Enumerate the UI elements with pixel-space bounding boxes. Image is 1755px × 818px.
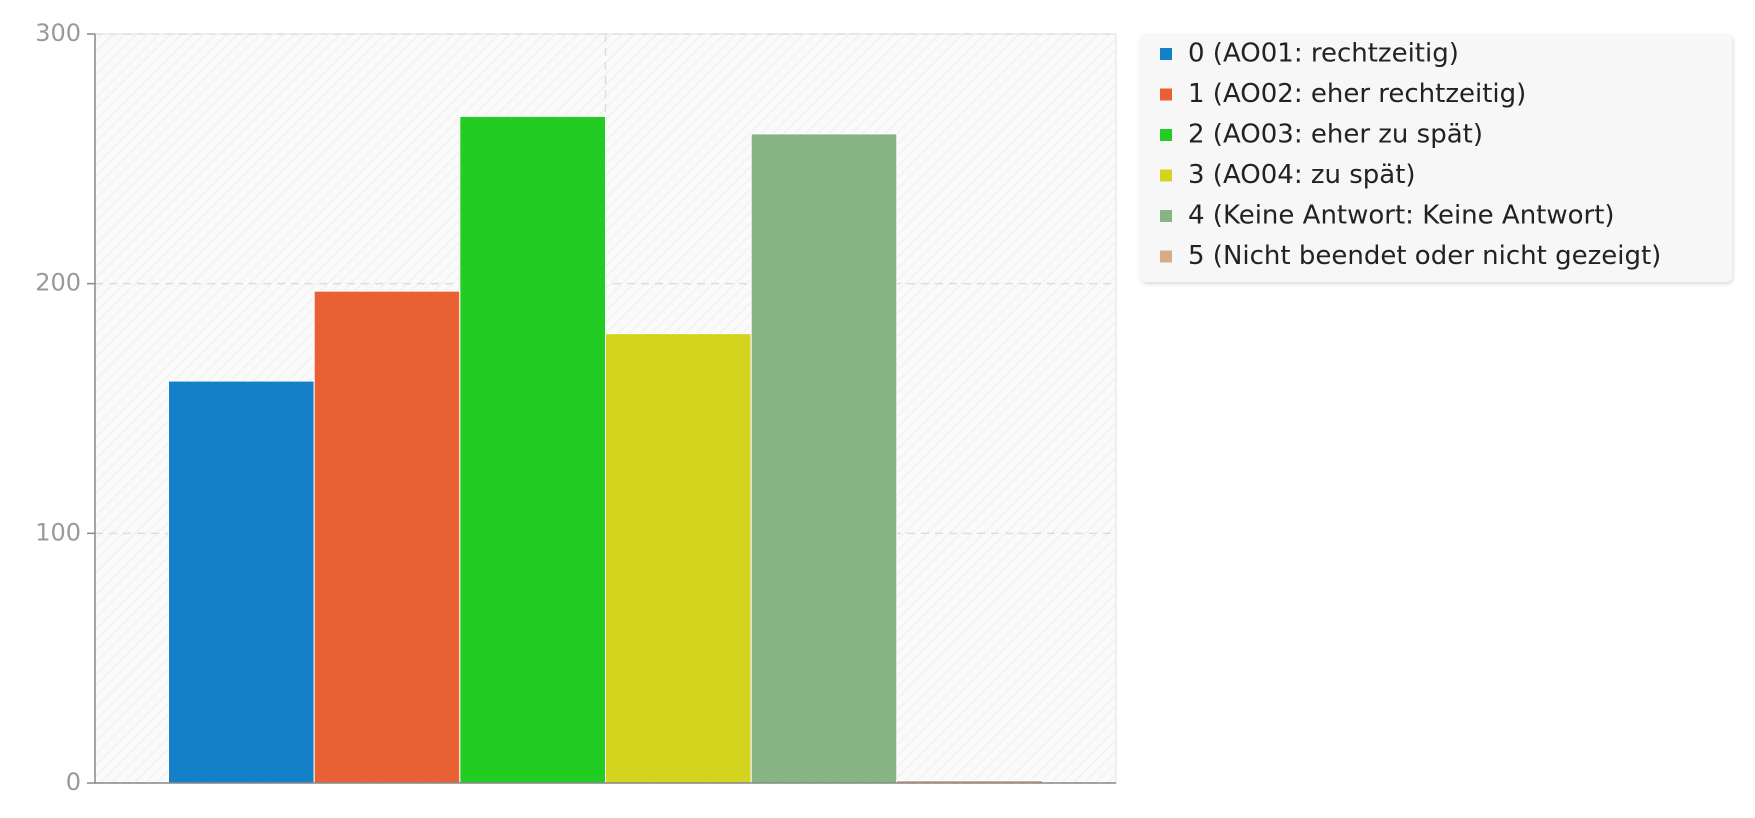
- legend-label: 4 (Keine Antwort: Keine Antwort): [1188, 201, 1615, 231]
- bar: [750, 133, 898, 784]
- legend-marker: [1160, 129, 1172, 141]
- bar: [605, 333, 752, 784]
- legend-marker: [1160, 250, 1172, 263]
- y-tick-label: 300: [35, 19, 81, 47]
- bar: [168, 380, 315, 784]
- bar: [313, 290, 461, 784]
- y-tick-label: 200: [35, 269, 81, 297]
- bar: [459, 115, 607, 784]
- legend-marker: [1160, 48, 1172, 60]
- legend-label: 2 (AO03: eher zu spät): [1188, 120, 1483, 150]
- y-tick-label: 0: [66, 768, 81, 796]
- legend-label: 5 (Nicht beendet oder nicht gezeigt): [1188, 241, 1661, 271]
- legend-marker: [1160, 210, 1172, 222]
- legend-marker: [1160, 169, 1172, 182]
- legend-label: 1 (AO02: eher rechtzeitig): [1188, 79, 1526, 109]
- legend-label: 0 (AO01: rechtzeitig): [1188, 39, 1459, 69]
- legend-label: 3 (AO04: zu spät): [1188, 160, 1416, 190]
- legend-marker: [1160, 88, 1172, 101]
- legend: [1140, 34, 1732, 282]
- y-tick-label: 100: [35, 518, 81, 546]
